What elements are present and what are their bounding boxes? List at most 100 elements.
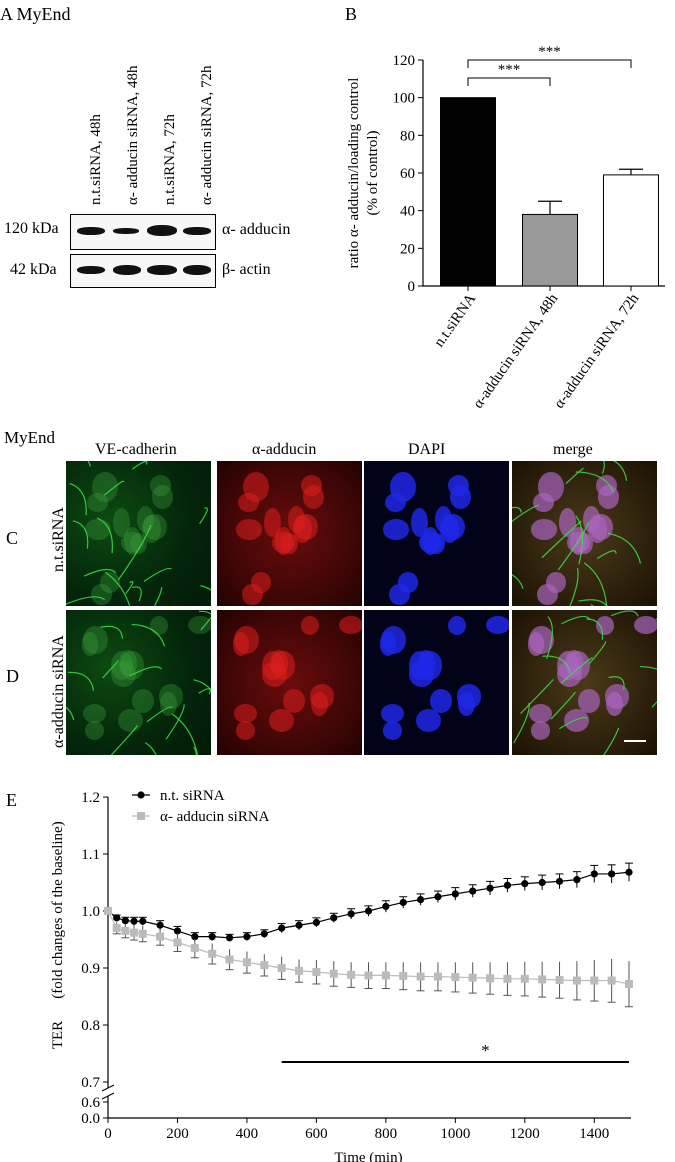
- panel-a-cell-line: MyEnd: [16, 4, 71, 24]
- junction: [199, 507, 208, 525]
- nucleus: [545, 572, 567, 593]
- panel-a-letter: A: [0, 4, 13, 24]
- nucleus: [294, 514, 318, 541]
- junction-lines: [513, 610, 657, 755]
- data-point-e: [607, 976, 616, 985]
- protein-label-adducin: α- adducin: [222, 221, 291, 238]
- bar-b: [522, 213, 578, 287]
- data-point-e: [138, 929, 147, 938]
- junction: [557, 521, 590, 571]
- band-adducin-3: [147, 225, 177, 236]
- nucleus: [310, 691, 328, 717]
- junction: [569, 568, 579, 606]
- band-adducin-4: [183, 227, 211, 235]
- y-tick-label-b: 0: [408, 279, 416, 295]
- junction: [129, 666, 162, 677]
- line-chart-e: 1.2 1.1 1.0 0.9 0.8 0.7 0.60.0 TER (fold changes…: [50, 788, 633, 1162]
- data-point-e: [608, 870, 616, 878]
- nucleus: [83, 703, 106, 723]
- junction: [131, 461, 148, 470]
- junction: [103, 480, 125, 496]
- junction: [578, 599, 608, 606]
- nucleus: [110, 650, 133, 681]
- data-point-e: [173, 938, 182, 947]
- data-point-e: [243, 933, 251, 941]
- data-point-e: [399, 898, 407, 907]
- junction: [601, 461, 605, 474]
- junction: [588, 640, 607, 665]
- nucleus: [533, 492, 554, 512]
- nucleus: [529, 703, 552, 723]
- significance-label-b: ***: [498, 62, 521, 78]
- nucleus: [238, 492, 259, 512]
- junction: [541, 520, 582, 559]
- y-tick-label-e: 0.7: [81, 1075, 100, 1091]
- band-actin-3: [147, 265, 177, 275]
- lane-label-3: n.t.siRNA, 72h: [162, 114, 178, 205]
- junction: [153, 587, 163, 606]
- data-point-e: [277, 964, 286, 972]
- data-point-e: [130, 917, 138, 925]
- junction: [550, 691, 576, 720]
- protein-label-actin: β- actin: [222, 261, 271, 278]
- data-point-e: [417, 896, 425, 904]
- junction: [200, 585, 211, 591]
- nucleus: [136, 505, 155, 533]
- legend-marker-e: [137, 812, 145, 820]
- micrograph-red: [217, 461, 362, 606]
- junction: [198, 688, 211, 695]
- junction: [512, 506, 522, 513]
- nucleus: [236, 519, 263, 540]
- junction: [87, 461, 92, 467]
- junction: [559, 717, 588, 730]
- blot-actin: [70, 254, 216, 288]
- data-point-e: [156, 932, 165, 941]
- y-tick-label-b: 100: [393, 91, 416, 107]
- significance-bracket-b: [467, 77, 551, 86]
- data-point-e: [538, 975, 547, 984]
- nucleus: [91, 584, 112, 606]
- junction: [560, 657, 593, 684]
- junction: [561, 615, 591, 625]
- nucleus: [143, 514, 167, 541]
- data-point-e: [434, 893, 442, 901]
- nucleus: [409, 661, 435, 687]
- nucleus: [381, 625, 407, 655]
- scale-bar: [624, 740, 646, 742]
- x-tick-label-b: α-adducin siRNA, 48h: [470, 291, 561, 412]
- nucleus: [447, 616, 467, 636]
- junction: [597, 550, 617, 559]
- nucleus: [381, 703, 404, 723]
- data-point-e: [451, 890, 459, 898]
- nucleus: [87, 492, 108, 512]
- y-tick-label-e: 0.8: [81, 1018, 100, 1034]
- micrograph-green: [66, 610, 211, 755]
- nucleus: [300, 616, 320, 636]
- y-tick-label-e: 0.9: [81, 961, 100, 977]
- y-tick-label-e: 0.0: [81, 1111, 100, 1127]
- data-point-e: [416, 972, 425, 981]
- data-point-e: [486, 884, 494, 892]
- mw-label-adducin: 120 kDa: [4, 220, 59, 237]
- nucleus: [236, 721, 255, 740]
- data-point-e: [104, 907, 112, 915]
- micrograph-blue: [364, 461, 509, 606]
- data-point-e: [573, 876, 581, 884]
- band-actin-2: [113, 265, 141, 275]
- x-tick-label-e: 1000: [440, 1126, 470, 1142]
- nucleus: [118, 649, 137, 676]
- data-point-e: [572, 976, 581, 985]
- lane-label-1: n.t.siRNA, 48h: [88, 114, 104, 205]
- row-letter-c: C: [6, 528, 19, 548]
- data-point-e: [278, 924, 286, 932]
- nucleus: [567, 532, 590, 554]
- data-point-e: [503, 881, 512, 889]
- x-tick-label-e: 800: [375, 1126, 398, 1142]
- junction: [512, 504, 540, 522]
- junction: [193, 679, 211, 691]
- data-point-e: [312, 918, 320, 926]
- nucleus: [411, 508, 428, 538]
- data-point-e: [382, 902, 390, 911]
- nucleus: [120, 651, 144, 680]
- junction: [104, 571, 131, 606]
